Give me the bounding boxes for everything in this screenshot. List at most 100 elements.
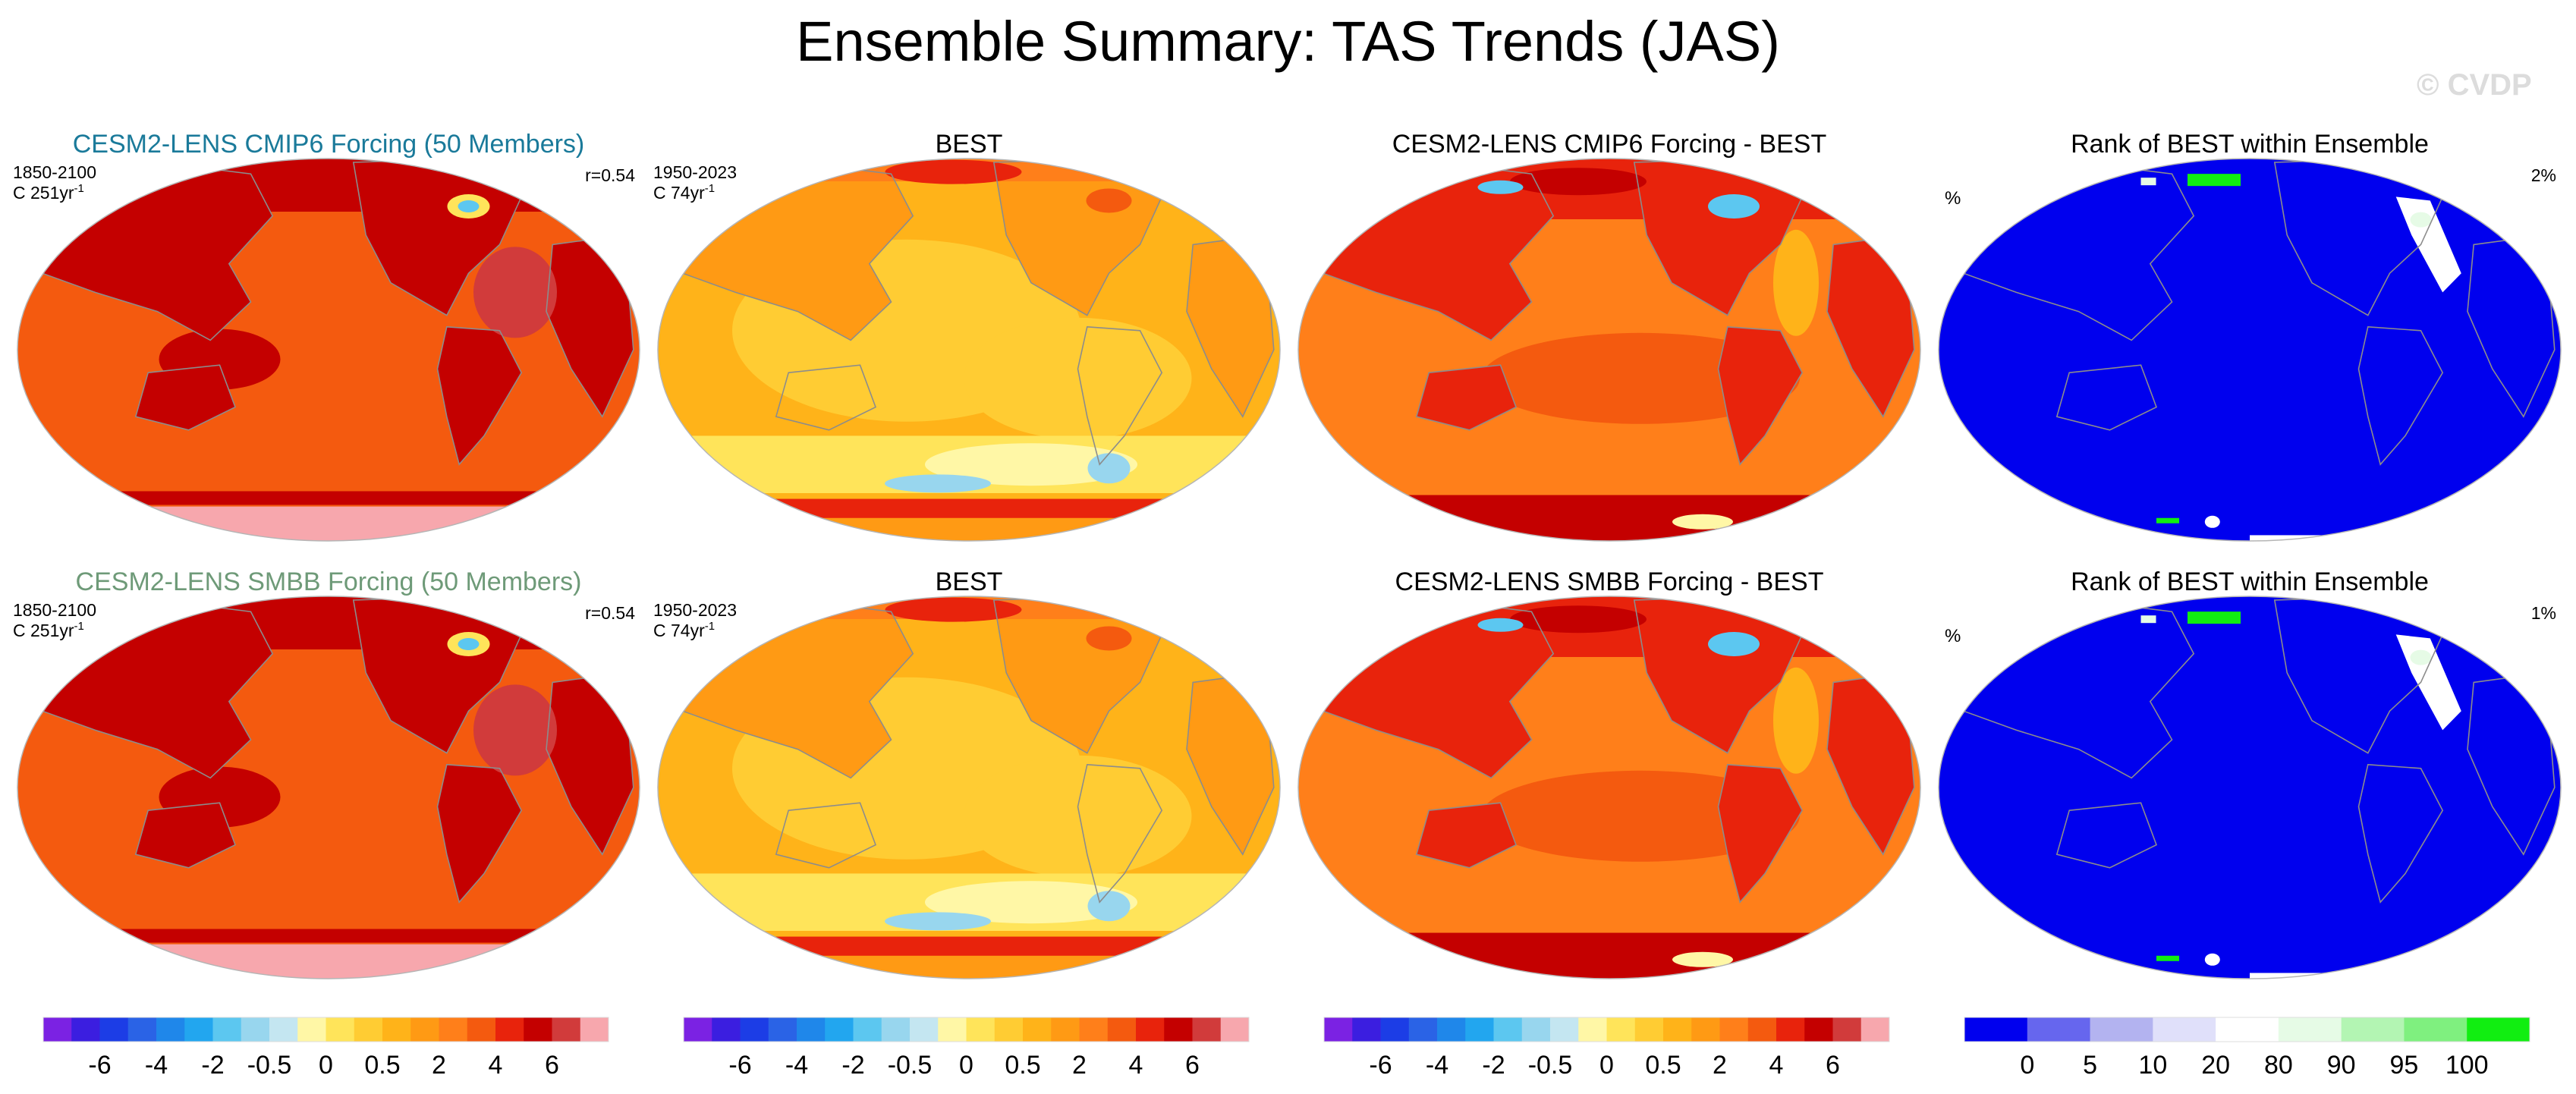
panel-title: CESM2-LENS SMBB Forcing - BEST xyxy=(1395,567,1824,596)
colorbar-swatch xyxy=(1380,1017,1410,1042)
colorbar-tick-label: 4 xyxy=(1769,1051,1784,1080)
colorbar-swatch xyxy=(580,1017,609,1042)
map-field xyxy=(1939,596,2561,979)
period-label: 1950-2023 xyxy=(653,162,737,182)
colorbar-tick-label: 90 xyxy=(2327,1051,2356,1080)
units-label: C 251yr-1 xyxy=(13,620,84,640)
colorbar-swatch xyxy=(2404,1017,2467,1042)
colorbar-swatch xyxy=(1521,1017,1551,1042)
percent-label: % xyxy=(1945,188,1961,209)
colorbar-swatch xyxy=(910,1017,939,1042)
colorbar-tick-label: 95 xyxy=(2390,1051,2419,1080)
colorbar-swatch xyxy=(881,1017,911,1042)
colorbar-swatch xyxy=(1164,1017,1193,1042)
panel-title: CESM2-LENS CMIP6 Forcing (50 Members) xyxy=(73,130,585,159)
colorbar-swatch xyxy=(1719,1017,1749,1042)
colorbar-tick-label: 0 xyxy=(319,1051,333,1080)
panel-title: BEST xyxy=(936,567,1003,596)
stat-label: 1% xyxy=(2531,603,2556,623)
colorbar-swatch xyxy=(1051,1017,1080,1042)
stat-label: 2% xyxy=(2531,165,2556,185)
colorbar-tick-label: 6 xyxy=(545,1051,559,1080)
map-border xyxy=(657,158,1281,542)
units-label: C 74yr-1 xyxy=(653,182,715,203)
colorbar-tick-label: 0.5 xyxy=(364,1051,400,1080)
colorbar-swatch xyxy=(712,1017,741,1042)
panel-title: CESM2-LENS CMIP6 Forcing - BEST xyxy=(1392,130,1826,159)
map-field xyxy=(1298,159,1920,541)
map-field xyxy=(17,596,640,979)
map-panel: CESM2-LENS CMIP6 Forcing (50 Members) 185… xyxy=(13,130,640,542)
colorbar-row: -6 -4 -2 -0.5 0 0.5 2 4 6 -6 -4 -2 -0.5 0 0.5 2 4 6 -6 -4 -2… xyxy=(42,1017,2530,1080)
colorbar-tick-label: 0.5 xyxy=(1645,1051,1681,1080)
colorbar-swatch xyxy=(797,1017,826,1042)
map-border xyxy=(657,596,1281,979)
colorbar-tick-label: 80 xyxy=(2264,1051,2293,1080)
percent-label: % xyxy=(1945,626,1961,646)
map-field xyxy=(1298,596,1920,979)
colorbar-tick-label: 2 xyxy=(1713,1051,1727,1080)
colorbar-tick-label: -6 xyxy=(88,1051,111,1080)
colorbar-swatch xyxy=(1408,1017,1438,1042)
colorbar-swatch xyxy=(2467,1017,2530,1042)
colorbar-swatch xyxy=(2341,1017,2405,1042)
colorbar: -6 -4 -2 -0.5 0 0.5 2 4 6 xyxy=(1323,1017,1890,1080)
colorbar-swatch xyxy=(1691,1017,1720,1042)
colorbar-swatch xyxy=(1352,1017,1381,1042)
colorbar-swatch xyxy=(410,1017,439,1042)
colorbar-swatch xyxy=(768,1017,797,1042)
panel-title: Rank of BEST within Ensemble xyxy=(2071,567,2429,596)
colorbar-swatch xyxy=(1663,1017,1692,1042)
panel-grid: CESM2-LENS CMIP6 Forcing (50 Members) 185… xyxy=(13,130,2562,979)
panel-title: Rank of BEST within Ensemble xyxy=(2071,130,2429,159)
colorbar-swatch xyxy=(99,1017,129,1042)
colorbar-swatch xyxy=(297,1017,326,1042)
colorbar-swatch xyxy=(43,1017,72,1042)
colorbar-tick-label: -4 xyxy=(145,1051,168,1080)
colorbar-swatch xyxy=(1493,1017,1523,1042)
colorbar-tick-label: -6 xyxy=(728,1051,751,1080)
map-field xyxy=(1939,159,2561,541)
colorbar-swatch xyxy=(938,1017,967,1042)
map-panel: CESM2-LENS SMBB Forcing (50 Members) 1850… xyxy=(13,567,640,979)
colorbar-swatch xyxy=(1023,1017,1052,1042)
map-border xyxy=(1297,158,1921,542)
colorbar-swatch xyxy=(1776,1017,1805,1042)
colorbar-tick-label: 0 xyxy=(1599,1051,1614,1080)
colorbar-tick-label: 2 xyxy=(432,1051,446,1080)
colorbar-swatch xyxy=(1192,1017,1222,1042)
map-panel: Rank of BEST within Ensemble% 2% xyxy=(1938,130,2562,542)
colorbar: -6 -4 -2 -0.5 0 0.5 2 4 6 xyxy=(683,1017,1250,1080)
colorbar-swatch xyxy=(1465,1017,1494,1042)
colorbar-tick-label: -0.5 xyxy=(1528,1051,1573,1080)
colorbar-tick-label: 4 xyxy=(1129,1051,1143,1080)
period-label: 1850-2100 xyxy=(13,162,96,182)
units-label: C 74yr-1 xyxy=(653,620,715,640)
colorbar-swatch xyxy=(269,1017,298,1042)
colorbar-swatch xyxy=(966,1017,995,1042)
colorbar-tick-label: -0.5 xyxy=(888,1051,933,1080)
figure-title: Ensemble Summary: TAS Trends (JAS) xyxy=(796,10,1780,73)
colorbar-swatch xyxy=(994,1017,1024,1042)
colorbar-swatch xyxy=(1860,1017,1890,1042)
colorbar-swatch xyxy=(2153,1017,2216,1042)
colorbar-swatch xyxy=(740,1017,769,1042)
colorbar-tick-label: 10 xyxy=(2138,1051,2167,1080)
colorbar-swatch xyxy=(1079,1017,1109,1042)
colorbar-tick-label: 100 xyxy=(2445,1051,2489,1080)
colorbar-swatch xyxy=(1964,1017,2028,1042)
colorbar-swatch xyxy=(1437,1017,1466,1042)
colorbar-tick-label: 6 xyxy=(1185,1051,1200,1080)
colorbar-swatch xyxy=(1832,1017,1862,1042)
colorbar-swatch xyxy=(241,1017,270,1042)
map-border xyxy=(17,158,640,542)
map-panel: CESM2-LENS SMBB Forcing - BEST xyxy=(1297,567,1921,979)
colorbar-swatch xyxy=(467,1017,496,1042)
map-field xyxy=(658,596,1280,979)
colorbar-tick-label: 20 xyxy=(2201,1051,2230,1080)
colorbar-swatch xyxy=(1324,1017,1353,1042)
colorbar: -6 -4 -2 -0.5 0 0.5 2 4 6 xyxy=(42,1017,609,1080)
colorbar-swatch xyxy=(825,1017,854,1042)
colorbar-tick-label: -4 xyxy=(785,1051,808,1080)
